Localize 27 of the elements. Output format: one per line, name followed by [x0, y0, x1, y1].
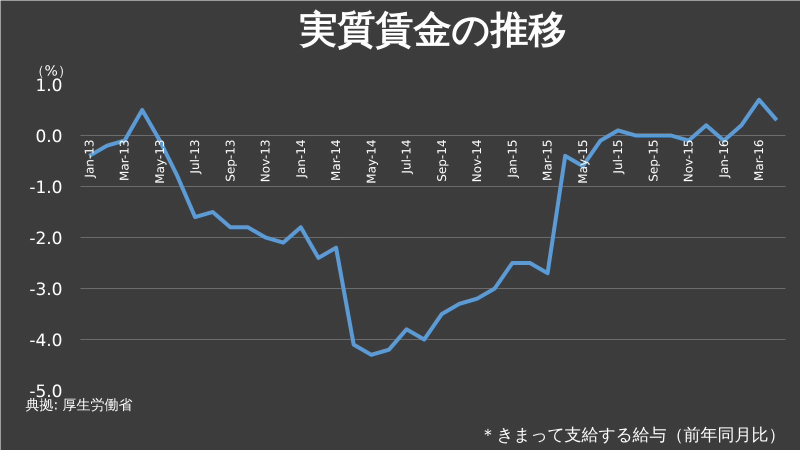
x-tick-label: Mar-16: [752, 139, 766, 181]
y-tick-label: 0.0: [35, 127, 63, 147]
x-tick-label: Jan-16: [716, 139, 731, 179]
x-tick-label: Jul-13: [188, 140, 202, 175]
x-tick-label: Nov-15: [682, 139, 696, 182]
x-tick-label: Sep-15: [646, 140, 660, 182]
x-tick-label: Sep-13: [223, 140, 238, 182]
x-tick-label: Mar-14: [329, 139, 344, 181]
x-tick-label: Nov-14: [470, 139, 484, 182]
y-tick-label: -3.0: [29, 280, 62, 300]
text: ＊きまって支給する給与（前年同月比）: [480, 426, 786, 446]
x-tick-label: May-13: [152, 139, 167, 184]
x-tick-label: Mar-15: [540, 139, 555, 181]
chart-title: 実質賃金の推移: [298, 8, 566, 52]
y-tick-label: -2.0: [29, 229, 62, 249]
x-tick-label: Jan-13: [82, 139, 96, 179]
y-tick-label: -4.0: [29, 331, 62, 351]
x-tick-label: May-15: [576, 139, 590, 184]
x-tick-label: May-14: [364, 139, 378, 184]
x-tick-label: Jul-15: [611, 140, 626, 175]
x-tick-label: Jul-14: [400, 140, 414, 175]
y-tick-label: -1.0: [29, 178, 62, 198]
x-tick-label: Nov-13: [258, 139, 273, 182]
x-tick-label: Jan-14: [294, 139, 308, 179]
x-tick-label: Sep-14: [434, 140, 449, 182]
x-tick-label: Jan-15: [505, 139, 520, 179]
x-tick-label: Mar-13: [118, 139, 132, 181]
